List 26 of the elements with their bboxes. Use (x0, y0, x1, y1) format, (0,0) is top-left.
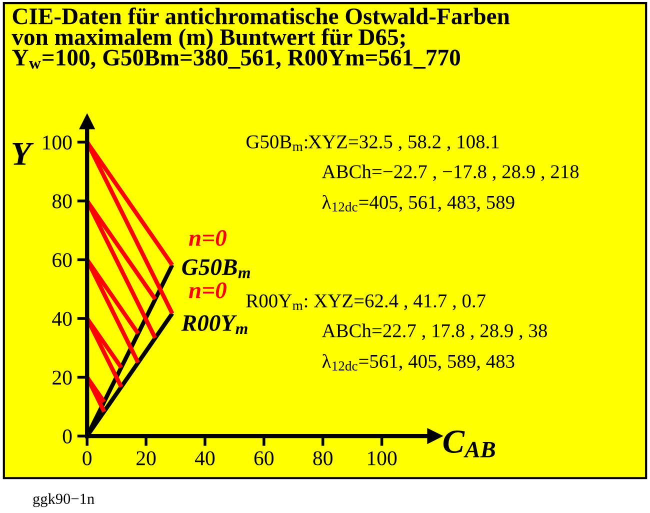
annotation: G50B$_{m}$:XYZ=32.5 , 58.2 , 108.1 (246, 135, 499, 152)
y-tick-label: 80 (52, 194, 72, 208)
x-tick-label: 0 (82, 451, 92, 466)
annotation: G50B$_{m}$ (182, 259, 250, 278)
x-axis-title: C$_{AB}$ (443, 430, 496, 458)
x-tick-label: 60 (254, 451, 274, 466)
y-axis-title: Y (12, 142, 34, 165)
y-tick-label: 20 (52, 370, 72, 385)
annotation: ABCh=22.7 , 17.8 , 28.9 , 38 (322, 324, 547, 340)
y-tick-label: 0 (62, 429, 72, 444)
annotation: n=0 (188, 230, 226, 246)
annotation: λ$_{12dc}$=405, 561, 483, 589 (322, 195, 514, 212)
annotation: ABCh=−22.7 , −17.8 , 28.9 , 218 (322, 164, 579, 182)
x-tick-label: 100 (368, 451, 397, 466)
x-tick-label: 40 (194, 451, 215, 466)
annotation: R00Y$_{m}$ (181, 315, 248, 334)
x-tick-label: 80 (313, 451, 332, 466)
chart-title: CIE-Daten für antichromatische Ostwald-Farben von maximalem (m) Buntwert für D65; Y$_{w}$=100, G50Bm=380_561, R00Ym=561_770 (12, 7, 510, 70)
x-tick-label: 20 (136, 451, 156, 466)
annotation: R00Y$_{m}$: XYZ=62.4 , 41.7 , 0.7 (246, 294, 486, 310)
y-tick-label: 100 (43, 136, 72, 150)
y-tick-label: 60 (52, 253, 72, 268)
annotation: n=0 (188, 282, 226, 298)
annotation: λ$_{12dc}$=561, 405, 589, 483 (322, 354, 514, 371)
y-tick-label: 40 (52, 312, 72, 326)
text: ggk90−1n (33, 493, 94, 508)
